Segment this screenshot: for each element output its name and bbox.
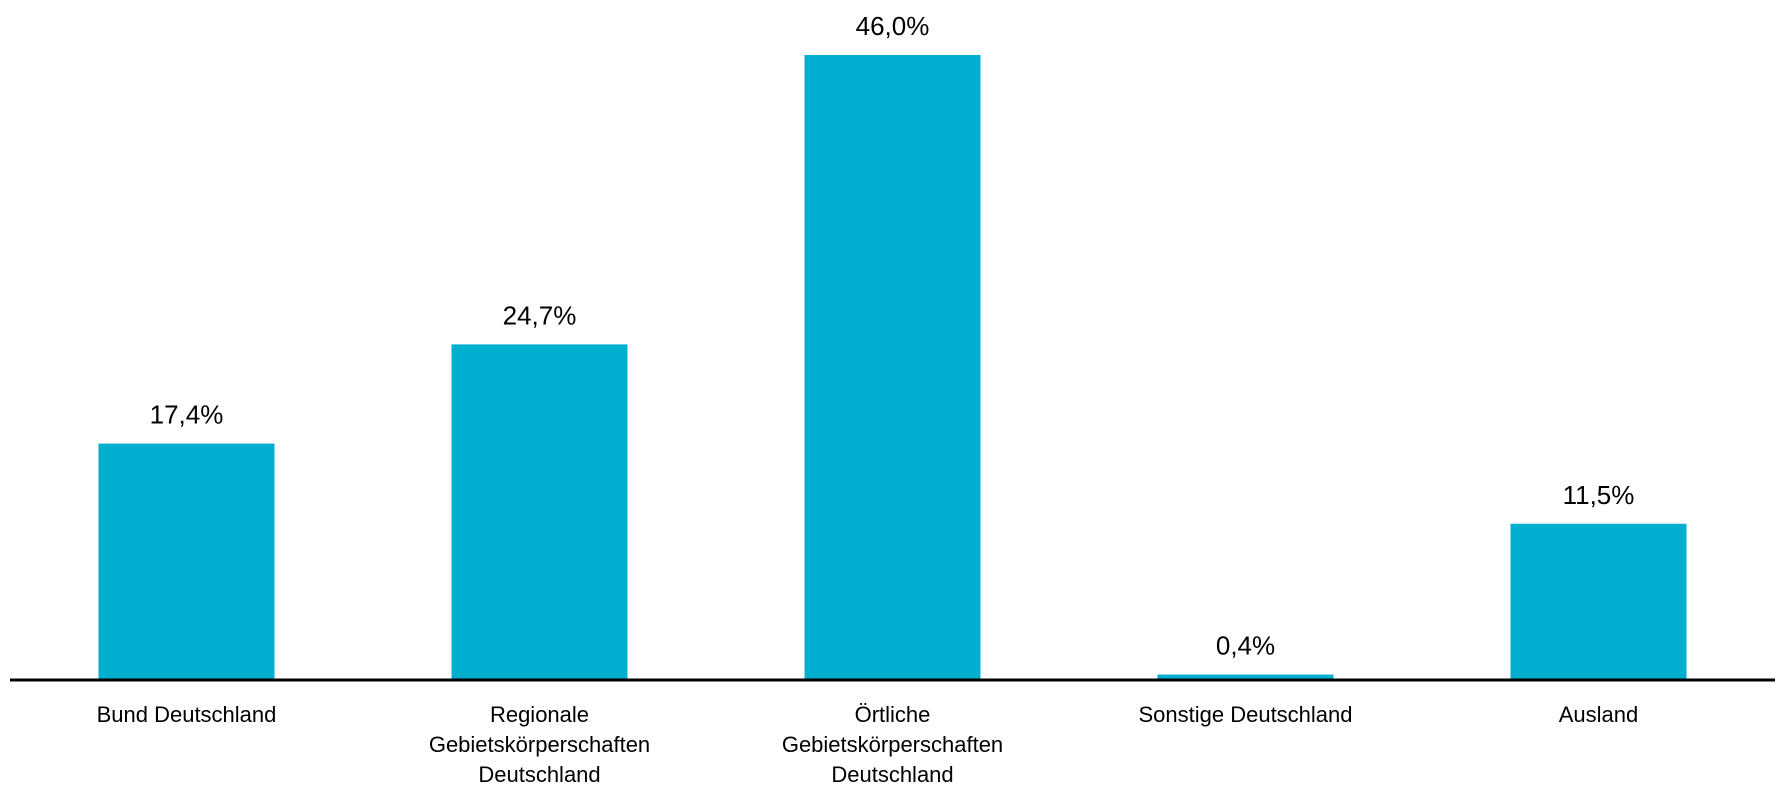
category-label-line: Gebietskörperschaften (782, 732, 1003, 757)
bar-3 (804, 55, 981, 680)
data-label-4: 0,4% (1216, 631, 1275, 661)
bar-2 (451, 344, 628, 680)
data-label-2: 24,7% (503, 300, 577, 330)
category-label-line: Örtliche (855, 702, 931, 727)
bars-layer (98, 55, 1687, 680)
category-label-2: Regionale Gebietskörperschaften Deutschlan… (429, 702, 650, 786)
category-label-line: Sonstige Deutschland (1138, 702, 1352, 727)
bar-5 (1510, 523, 1687, 680)
bar-1 (98, 443, 275, 680)
category-label-4: Sonstige Deutschland (1138, 702, 1352, 727)
data-label-1: 17,4% (150, 400, 224, 430)
category-label-3: Örtliche Gebietskörperschaften Deutschland (782, 702, 1003, 786)
category-label-line: Gebietskörperschaften (429, 732, 650, 757)
category-labels-layer: Bund Deutschland Regionale Gebietskörpersc… (97, 702, 1639, 787)
category-label-line: Bund Deutschland (97, 702, 277, 727)
value-labels-layer: 17,4% 24,7% 46,0% 0,4% 11,5% (150, 11, 1635, 661)
category-label-line: Deutschland (478, 762, 600, 786)
data-label-5: 11,5% (1563, 480, 1635, 510)
category-label-1: Bund Deutschland (97, 702, 277, 727)
category-label-line: Deutschland (831, 762, 953, 786)
category-label-line: Ausland (1559, 702, 1639, 727)
category-label-5: Ausland (1559, 702, 1639, 727)
bar-4 (1157, 674, 1334, 680)
category-label-line: Regionale (490, 702, 589, 727)
data-label-3: 46,0% (856, 11, 930, 41)
